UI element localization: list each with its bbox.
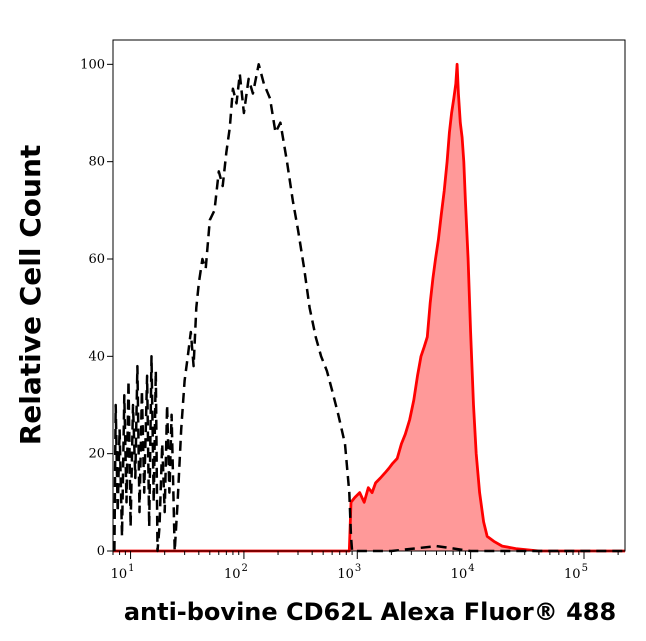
x-axis-ticks: 101 102 103 104 105 bbox=[111, 551, 619, 582]
series-1-line bbox=[113, 62, 625, 553]
y-tick-label: 100 bbox=[80, 57, 105, 72]
y-tick-label: 20 bbox=[88, 447, 105, 462]
x-tick-label: 103 bbox=[337, 563, 361, 582]
y-tick-label: 0 bbox=[97, 544, 105, 559]
y-axis-ticks: 0 20 40 60 80 100 bbox=[80, 57, 113, 559]
y-tick-label: 60 bbox=[88, 252, 105, 267]
series-0-line bbox=[113, 63, 625, 553]
x-tick-label: 105 bbox=[564, 563, 588, 582]
x-tick-label: 102 bbox=[224, 563, 248, 582]
y-axis-title: Relative Cell Count bbox=[14, 145, 47, 446]
x-tick-label: 104 bbox=[451, 563, 475, 582]
series-1-fill bbox=[113, 64, 625, 552]
plot-area bbox=[113, 62, 625, 553]
y-tick-label: 40 bbox=[88, 349, 105, 364]
plot-frame bbox=[112, 39, 626, 552]
x-axis-title: anti-bovine CD62L Alexa Fluor® 488 bbox=[124, 598, 616, 626]
x-tick-label: 101 bbox=[111, 563, 135, 582]
y-tick-label: 80 bbox=[88, 155, 105, 170]
